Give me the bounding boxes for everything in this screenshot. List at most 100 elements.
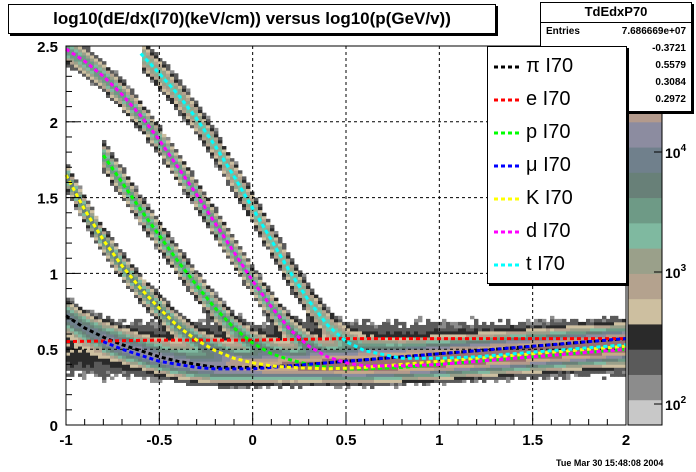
heatmap-cell [542,327,547,332]
heatmap-cell [266,221,271,226]
heatmap-cell [390,327,395,332]
heatmap-cell [298,349,303,353]
heatmap-cell [178,85,183,89]
heatmap-cell [546,361,551,365]
heatmap-cell [366,355,371,359]
heatmap-cell [394,334,399,338]
heatmap-cell [522,331,527,335]
heatmap-cell [574,367,579,371]
heatmap-cell [82,367,87,371]
heatmap-cell [158,349,163,353]
heatmap-cell [210,206,215,211]
heatmap-cell [342,376,347,380]
heatmap-cell [158,82,163,86]
heatmap-cell [206,136,211,141]
heatmap-cell [402,346,407,350]
heatmap-cell [606,321,611,326]
heatmap-cell [122,188,127,192]
heatmap-cell [146,52,151,56]
heatmap-cell [270,373,275,377]
heatmap-cell [78,188,83,192]
heatmap-cell [370,349,375,353]
heatmap-cell [118,79,123,83]
heatmap-cell [178,161,183,165]
heatmap-cell [178,100,183,105]
heatmap-cell [246,327,251,332]
heatmap-cell [618,358,623,362]
heatmap-cell [310,358,315,362]
heatmap-cell [422,379,427,383]
heatmap-cell [450,358,455,362]
heatmap-cell [102,170,107,174]
heatmap-cell [206,382,211,386]
heatmap-cell [210,127,215,132]
heatmap-cell [318,376,323,380]
heatmap-cell [242,321,247,326]
heatmap-cell [194,291,199,296]
heatmap-cell [110,158,115,162]
heatmap-cell [254,203,259,208]
heatmap-cell [286,331,291,335]
heatmap-cell [594,321,599,326]
heatmap-cell [134,206,139,211]
heatmap-cell [434,337,439,341]
heatmap-cell [118,364,123,368]
heatmap-cell [82,349,87,353]
heatmap-cell [146,139,151,144]
heatmap-cell [174,321,179,326]
heatmap-cell [106,76,111,80]
heatmap-cell [578,355,583,359]
heatmap-cell [86,361,91,365]
heatmap-cell [198,327,203,332]
heatmap-cell [170,76,175,80]
heatmap-cell [238,370,243,374]
heatmap-cell [454,346,459,350]
heatmap-cell [186,118,191,123]
heatmap-cell [438,376,443,380]
heatmap-cell [154,297,159,302]
heatmap-cell [266,343,271,347]
heatmap-cell [574,343,579,347]
heatmap-cell [286,282,291,286]
heatmap-cell [178,158,183,162]
heatmap-cell [102,76,107,80]
heatmap-cell [490,361,495,365]
heatmap-cell [370,379,375,383]
heatmap-cell [206,288,211,292]
heatmap-cell [214,233,219,238]
heatmap-cell [130,106,135,111]
heatmap-cell [162,373,167,377]
heatmap-cell [146,334,151,338]
legend-item: d I70 [488,216,628,248]
heatmap-cell [182,252,187,256]
heatmap-cell [130,97,135,101]
heatmap-cell [306,318,311,323]
heatmap-cell [66,324,71,329]
heatmap-cell [182,379,187,383]
heatmap-cell [194,349,199,353]
heatmap-cell [542,367,547,371]
heatmap-cell [566,376,571,380]
heatmap-cell [94,218,99,223]
heatmap-cell [182,282,187,286]
heatmap-cell [250,349,255,353]
heatmap-cell [254,276,259,280]
heatmap-cell [202,361,207,365]
heatmap-cell [170,334,175,338]
heatmap-cell [410,349,415,353]
heatmap-cell [154,334,159,338]
heatmap-cell [282,340,287,344]
heatmap-cell [562,358,567,362]
heatmap-cell [362,340,367,344]
heatmap-cell [158,58,163,62]
heatmap-cell [438,340,443,344]
heatmap-cell [318,297,323,302]
heatmap-cell [142,324,147,329]
heatmap-cell [438,324,443,329]
heatmap-cell [178,315,183,320]
heatmap-cell [154,373,159,377]
heatmap-cell [210,355,215,359]
heatmap-cell [222,300,227,305]
heatmap-cell [402,324,407,329]
heatmap-cell [190,270,195,274]
